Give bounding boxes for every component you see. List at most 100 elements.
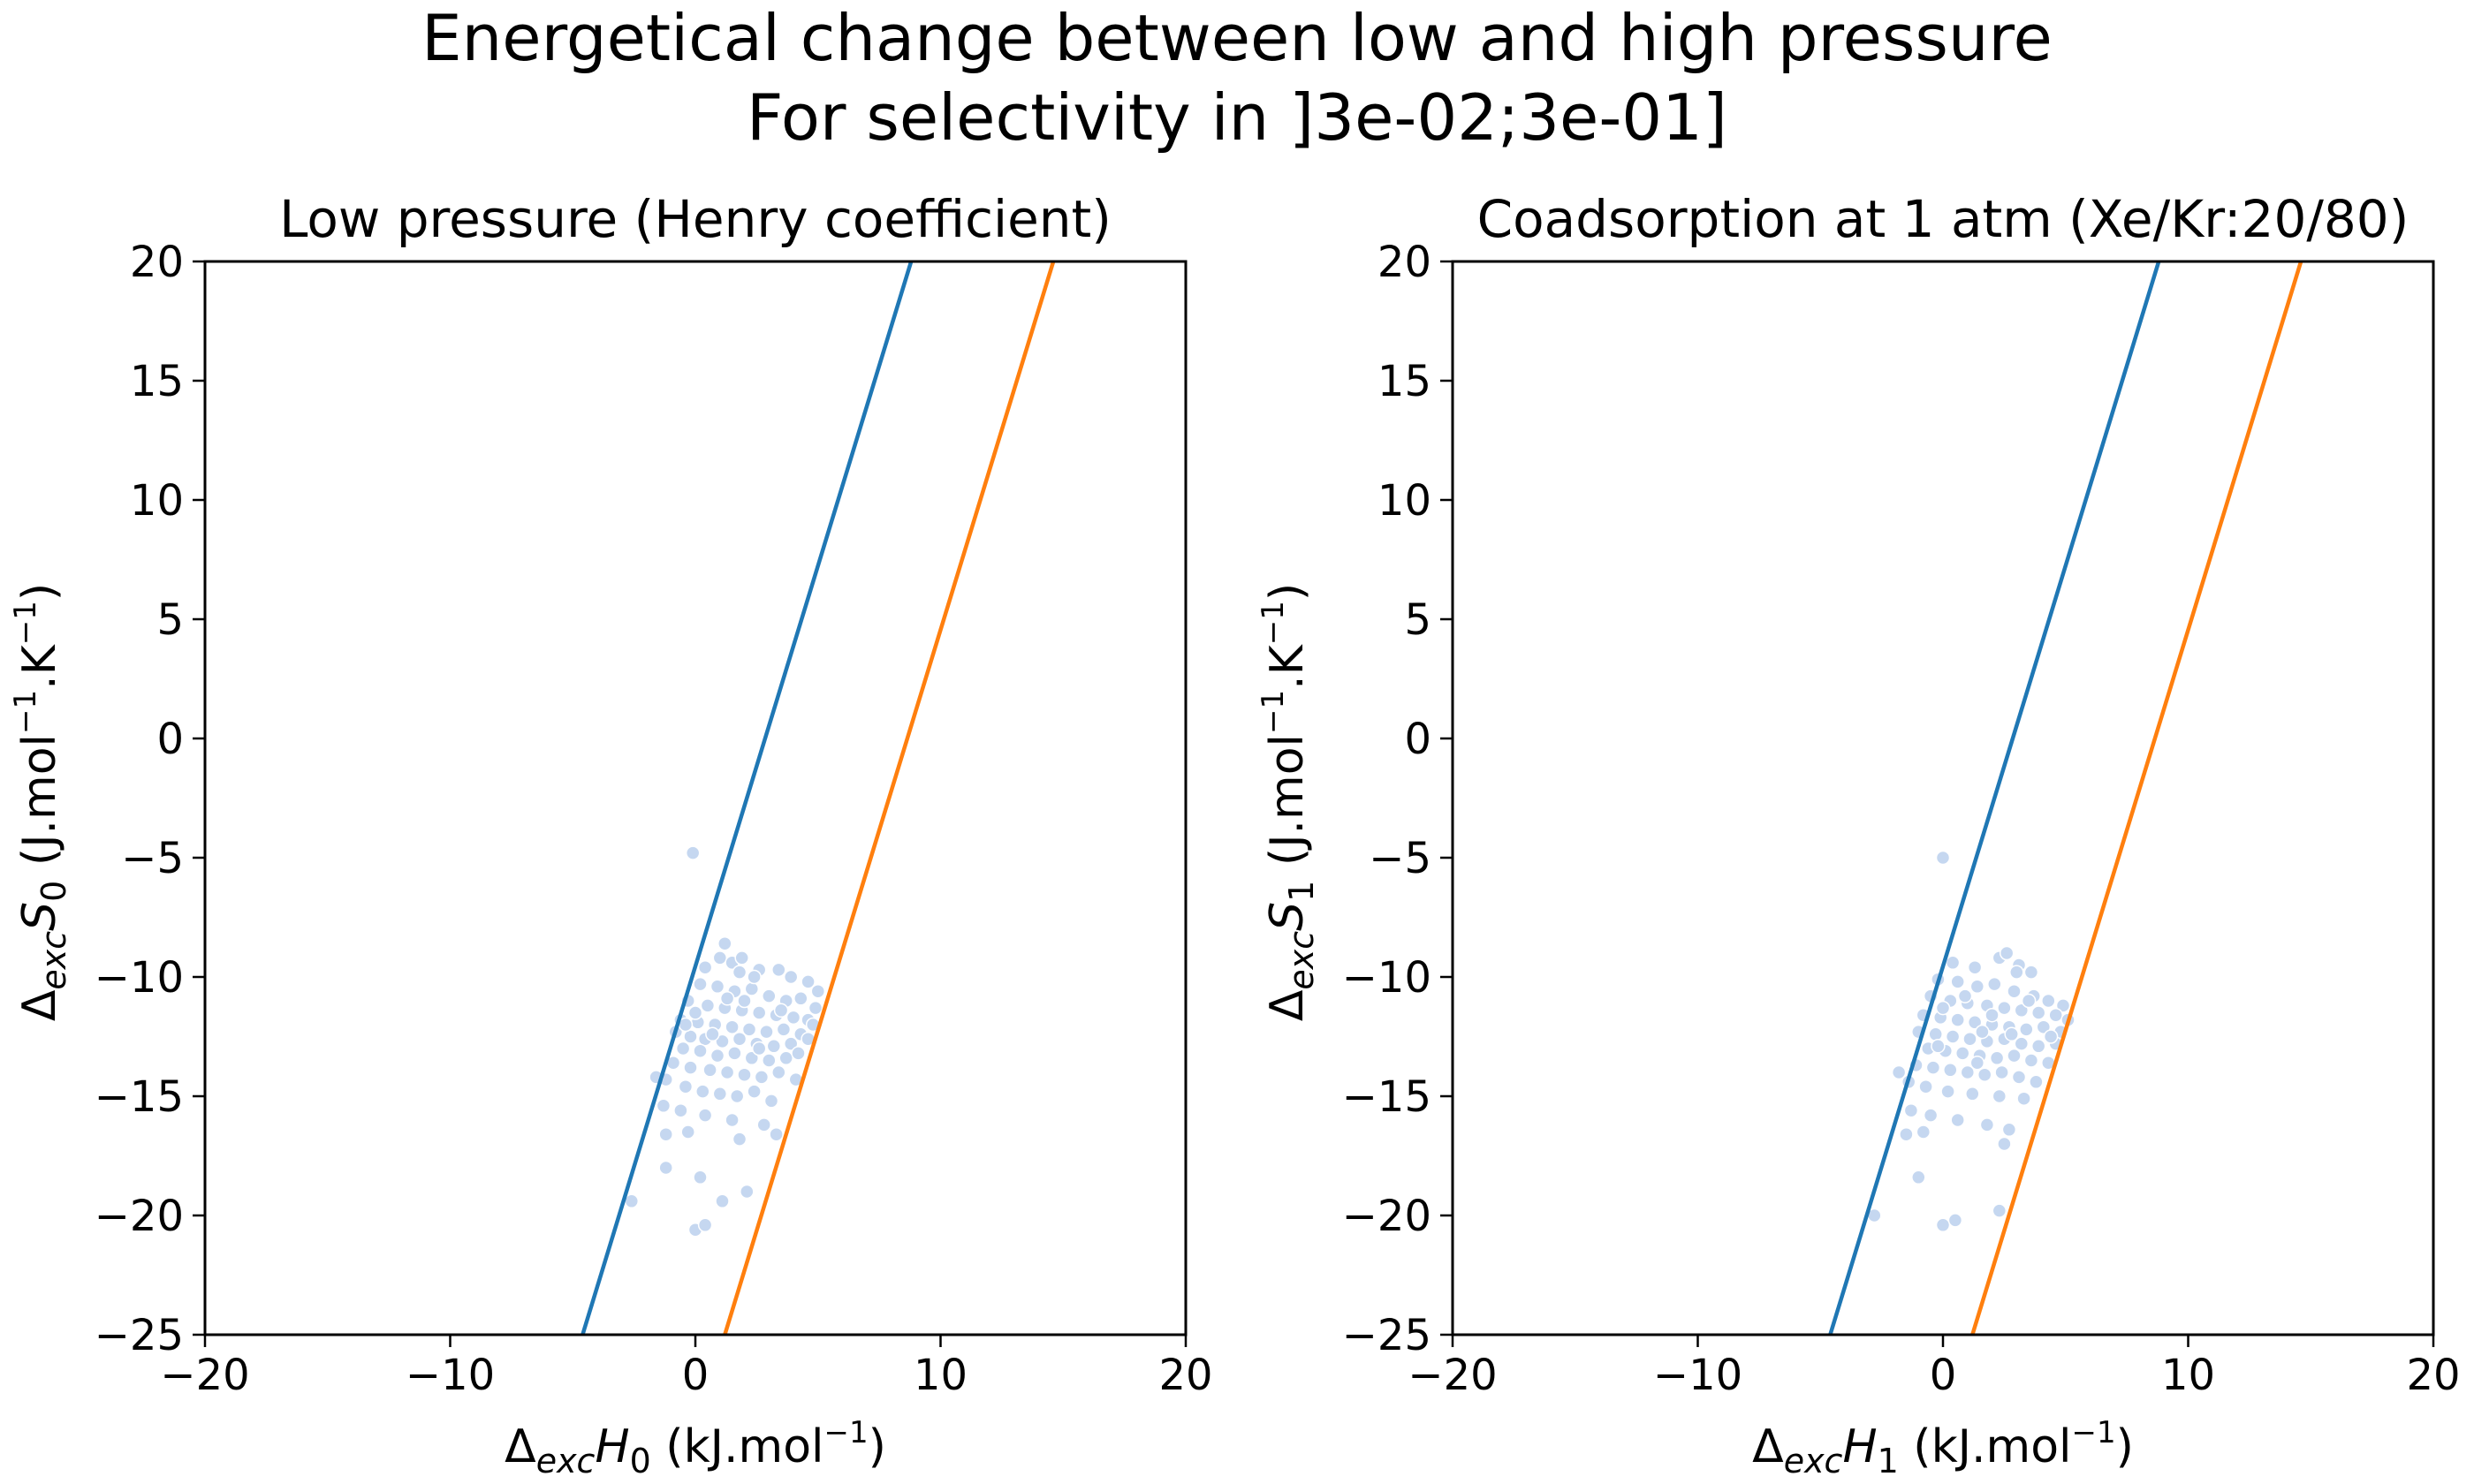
y-axis-label-var: S	[13, 902, 66, 931]
x-axis-label-delta: Δ	[1752, 1420, 1784, 1473]
x-tick-label: 10	[2161, 1351, 2215, 1400]
scatter-point	[702, 1063, 717, 1078]
scatter-point	[763, 1094, 779, 1109]
axes-frame	[1451, 260, 2435, 1336]
y-tick-label: 5	[156, 595, 184, 645]
x-axis-label-delta: Δ	[505, 1420, 536, 1473]
x-tick-label: 0	[1930, 1351, 1957, 1400]
scatter-point	[715, 1034, 730, 1049]
scatter-point	[1945, 955, 1961, 971]
scatter-point	[2041, 993, 2056, 1009]
x-axis-label-unit: (kJ.mol	[651, 1420, 824, 1473]
scatter-point	[1969, 1055, 1985, 1071]
scatter-point	[2023, 1053, 2039, 1068]
scatter-point	[2048, 1007, 2063, 1023]
y-axis-label-delta: Δ	[13, 989, 66, 1021]
y-tick-label: −10	[1342, 953, 1431, 1003]
scatter-point	[751, 1041, 767, 1056]
scatter-point	[737, 993, 752, 1009]
y-axis-label-exponent1: −1	[1256, 690, 1291, 734]
scatter-point	[2001, 1122, 2017, 1138]
scatter-point	[1997, 1136, 2012, 1152]
scatter-point	[751, 1005, 767, 1020]
scatter-point	[2030, 1005, 2046, 1020]
scatter-point	[1943, 1063, 1958, 1078]
scatter-point	[771, 1064, 786, 1080]
y-axis-label-unit: (J.mol	[1261, 734, 1314, 881]
y-tick-label: −25	[95, 1311, 184, 1360]
scatter-point	[715, 1193, 730, 1209]
scatter-point	[2016, 1091, 2031, 1106]
scatter-point	[737, 1067, 752, 1082]
y-axis-label: ΔexcS0 (J.mol−1.K−1)	[8, 583, 73, 1021]
scatter-point	[725, 1019, 740, 1034]
x-axis-label-var: H	[1842, 1420, 1877, 1473]
y-tick-label: 20	[130, 238, 184, 287]
x-axis-label-unit: (kJ.mol	[1899, 1420, 2072, 1473]
scatter-point	[754, 1070, 770, 1085]
scatter-point	[697, 959, 713, 975]
scatter-point	[658, 1126, 673, 1142]
y-axis-label-exponent1: −1	[8, 690, 43, 734]
y-axis-label-mid: .K	[13, 643, 66, 690]
scatter-point	[680, 1124, 695, 1140]
scatter-point	[1960, 1064, 1976, 1080]
scatter-point	[1975, 1024, 1990, 1040]
scatter-point	[712, 950, 728, 965]
scatter-point	[2021, 993, 2037, 1009]
y-tick-label: 5	[1404, 595, 1431, 645]
y-tick-label: 15	[1377, 357, 1431, 406]
scatter-point	[1965, 1086, 1980, 1102]
scatter-point	[1947, 1213, 1963, 1228]
x-axis-label-close: )	[869, 1420, 886, 1473]
y-axis-label-sub: exc	[1282, 931, 1321, 990]
scatter-point	[773, 1003, 789, 1018]
subplot-low-pressure: Low pressure (Henry coefficient) −20 −10 0…	[8, 189, 1213, 1480]
scatter-point	[1950, 1012, 1965, 1027]
scatter-point	[2023, 965, 2039, 980]
scatter-point	[687, 1005, 703, 1020]
scatter-point	[675, 1041, 691, 1056]
scatter-point	[712, 1086, 728, 1102]
scatter-point	[710, 979, 725, 995]
scatter-point	[2030, 1039, 2046, 1054]
subplot-coadsorption: Coadsorption at 1 atm (Xe/Kr:20/80) −20−…	[1256, 189, 2461, 1480]
x-tick-label: 20	[1158, 1351, 1212, 1400]
x-tick-label: 0	[682, 1351, 710, 1400]
x-tick-label: −20	[1408, 1351, 1497, 1400]
y-axis-label-close: )	[13, 583, 66, 601]
scatter-point	[697, 1108, 713, 1123]
scatter-point	[808, 1000, 823, 1016]
scatter-point	[776, 1022, 792, 1037]
scatter-point	[683, 1029, 698, 1044]
scatter-point	[1891, 1064, 1907, 1080]
scatter-point	[678, 1079, 694, 1094]
scatter-point	[1992, 1088, 2007, 1104]
scatter-point	[1999, 945, 2015, 961]
scatter-point	[717, 935, 732, 951]
scatter-point	[685, 845, 701, 860]
y-tick-label: 0	[156, 715, 184, 764]
scatter-point	[656, 1098, 672, 1114]
scatter-point	[734, 950, 749, 965]
scatter-point	[1950, 1112, 1965, 1128]
boundary-line-orange	[1969, 261, 2303, 1335]
scatter-point	[2007, 983, 2022, 999]
y-tick-label: −15	[95, 1072, 184, 1122]
scatter-point	[778, 1050, 793, 1066]
scatter-point	[785, 1010, 801, 1026]
scatter-point	[1928, 1026, 1943, 1042]
y-tick-label: −5	[1369, 834, 1431, 883]
y-axis-label-mid: .K	[1261, 643, 1314, 690]
x-axis-label-index: 0	[630, 1442, 651, 1480]
scatter-point	[1935, 850, 1951, 866]
scatter-point	[801, 974, 816, 989]
y-tick-label: −20	[1342, 1192, 1431, 1241]
x-tick-label: 10	[914, 1351, 968, 1400]
scatter-point	[1911, 1170, 1926, 1185]
scatter-point	[1994, 1064, 2009, 1080]
scatter-point	[2011, 1070, 2027, 1085]
scatter-point	[744, 1050, 760, 1066]
scatter-point	[719, 991, 735, 1006]
